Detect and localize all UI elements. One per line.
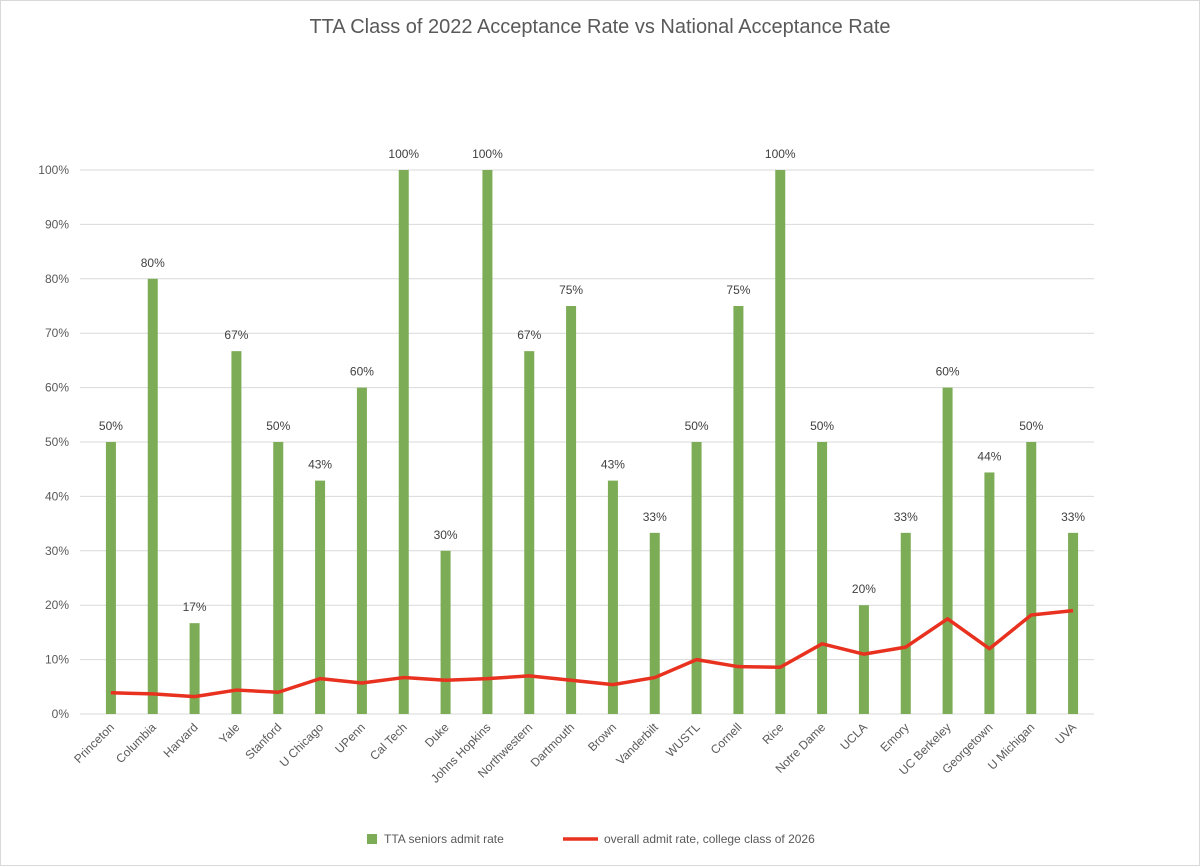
bar-harvard <box>189 623 200 714</box>
bar-emory <box>900 532 911 714</box>
legend-label-bar: TTA seniors admit rate <box>384 832 504 846</box>
y-tick-label: 50% <box>45 435 69 449</box>
bar-notre-dame <box>817 442 828 714</box>
y-tick-label: 20% <box>45 598 69 612</box>
x-tick-label: Brown <box>585 720 619 754</box>
bar-cornell <box>733 306 744 714</box>
x-tick-label: UCLA <box>838 720 871 753</box>
data-label: 60% <box>936 365 960 379</box>
data-label: 17% <box>183 600 207 614</box>
data-label: 50% <box>1019 419 1043 433</box>
x-tick-label: UPenn <box>332 720 368 756</box>
x-tick-label: Rice <box>759 720 786 747</box>
bar-vanderbilt <box>649 532 660 714</box>
y-tick-label: 60% <box>45 381 69 395</box>
bar-northwestern <box>524 351 535 714</box>
bar-uva <box>1068 532 1079 714</box>
data-label: 75% <box>726 283 750 297</box>
bar-yale <box>231 351 242 714</box>
x-tick-label: Emory <box>877 720 911 754</box>
x-tick-label: WUSTL <box>663 720 703 760</box>
bar-uc-berkeley <box>942 387 953 714</box>
x-tick-label: Duke <box>422 720 452 750</box>
legend-swatch-bar <box>367 834 377 844</box>
x-tick-label: UVA <box>1052 720 1079 747</box>
x-tick-label: Cal Tech <box>367 720 410 763</box>
x-tick-label: Princeton <box>71 720 117 766</box>
y-tick-label: 10% <box>45 653 69 667</box>
data-label: 50% <box>810 419 834 433</box>
y-tick-label: 80% <box>45 272 69 286</box>
y-tick-label: 70% <box>45 326 69 340</box>
data-label: 50% <box>266 419 290 433</box>
x-tick-label: Vanderbilt <box>613 720 661 768</box>
data-label: 43% <box>601 458 625 472</box>
data-label: 75% <box>559 283 583 297</box>
y-tick-label: 40% <box>45 489 69 503</box>
legend-label-line: overall admit rate, college class of 202… <box>604 832 815 846</box>
bar-u-chicago <box>315 480 326 714</box>
bar-rice <box>775 170 786 714</box>
data-label: 33% <box>1061 510 1085 524</box>
legend: TTA seniors admit rate overall admit rat… <box>367 832 815 846</box>
data-label: 20% <box>852 582 876 596</box>
bar-princeton <box>105 442 116 714</box>
data-label: 43% <box>308 458 332 472</box>
x-tick-label: Columbia <box>113 720 159 766</box>
x-tick-label: Stanford <box>242 720 284 762</box>
data-label: 60% <box>350 365 374 379</box>
data-label: 67% <box>517 328 541 342</box>
data-label: 44% <box>977 449 1001 463</box>
bar-georgetown <box>984 472 995 714</box>
x-tick-label: Yale <box>216 720 242 746</box>
y-tick-label: 30% <box>45 544 69 558</box>
data-label: 50% <box>99 419 123 433</box>
x-tick-label: Cornell <box>708 720 745 757</box>
bar-upenn <box>356 387 367 714</box>
x-tick-label: Harvard <box>161 720 201 760</box>
data-label: 33% <box>894 510 918 524</box>
chart-title: TTA Class of 2022 Acceptance Rate vs Nat… <box>309 16 890 38</box>
data-label: 100% <box>472 147 503 161</box>
line-series-overall-admit-rate <box>110 608 1074 699</box>
bar-duke <box>440 550 451 714</box>
bar-stanford <box>273 442 284 714</box>
x-tick-label: U Chicago <box>277 720 327 770</box>
bar-dartmouth <box>566 306 577 714</box>
bar-johns-hopkins <box>482 170 493 714</box>
data-label: 100% <box>765 147 796 161</box>
bar-brown <box>607 480 618 714</box>
y-tick-label: 100% <box>38 163 69 177</box>
y-tick-label: 0% <box>52 707 70 721</box>
bar-wustl <box>691 442 702 714</box>
data-label: 50% <box>685 419 709 433</box>
data-label: 33% <box>643 510 667 524</box>
bar-cal-tech <box>398 170 409 714</box>
y-tick-label: 90% <box>45 217 69 231</box>
data-label: 30% <box>434 528 458 542</box>
data-label: 80% <box>141 256 165 270</box>
bar-u-michigan <box>1026 442 1037 714</box>
data-label: 67% <box>224 328 248 342</box>
bar-ucla <box>858 605 869 714</box>
x-tick-label: Dartmouth <box>528 720 578 770</box>
bar-columbia <box>147 278 158 714</box>
data-label: 100% <box>388 147 419 161</box>
